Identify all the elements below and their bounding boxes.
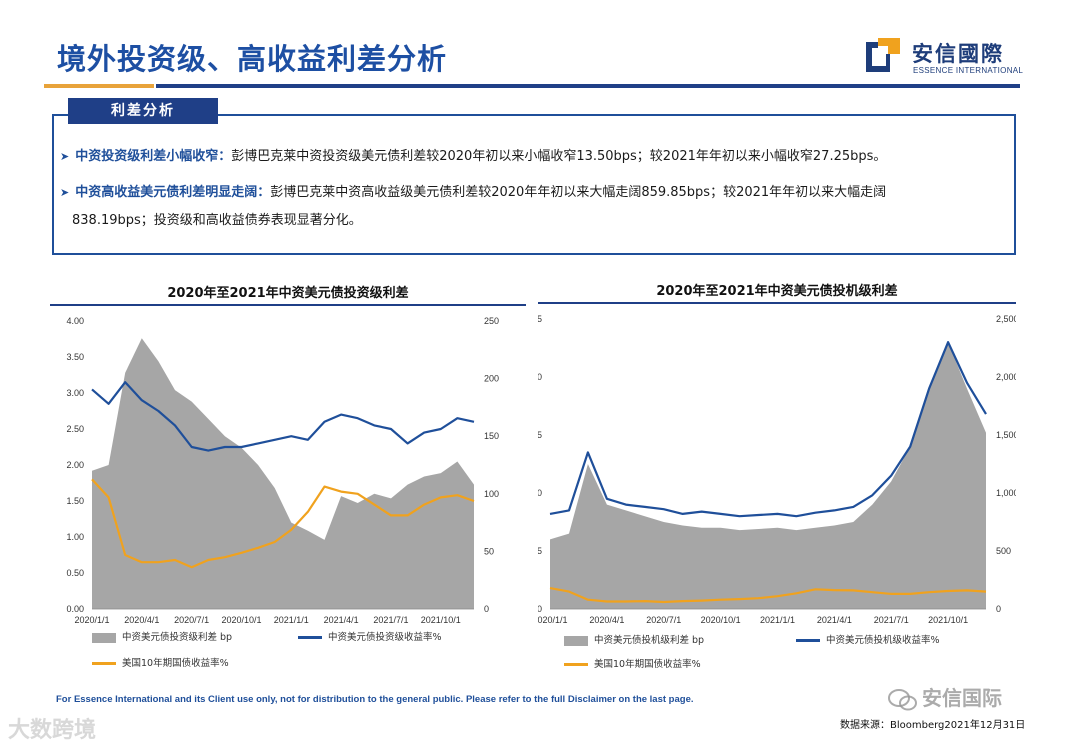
analysis-box: [52, 114, 1016, 255]
x-tick-label: 2021/10/1: [928, 615, 968, 625]
bullet-text: 彭博巴克莱中资投资级美元债利差较2020年初以来小幅收窄13.50bps；较20…: [231, 149, 887, 164]
legend-item-treasury: 美国10年期国债收益率%: [92, 655, 229, 669]
y-left-tick-label: 4.00: [66, 316, 84, 326]
header-divider-main: [156, 84, 1020, 88]
chart-title-rule: [50, 304, 526, 306]
legend-swatch-area: [92, 632, 116, 643]
y-left-tick-label: 3.00: [66, 388, 84, 398]
legend-item-yield: 中资美元债投机级收益率%: [796, 632, 940, 646]
y-left-tick-label: 5: [538, 546, 542, 556]
legend-item-spread: 中资美元债投机级利差 bp: [564, 632, 704, 646]
series-area-spread: [550, 342, 986, 609]
watermark-right: 安信国际: [888, 682, 1002, 712]
y-left-tick-label: 2.50: [66, 424, 84, 434]
disclaimer-text: For Essence International and its Client…: [56, 694, 694, 705]
bullet-text: 彭博巴克莱中资高收益级美元债利差较2020年年初以来大幅走阔859.85bps；…: [270, 185, 887, 200]
logo-mark-icon: [866, 38, 900, 72]
watermark-right-text: 安信国际: [922, 686, 1002, 710]
x-tick-label: 2020/1/1: [74, 615, 109, 625]
x-tick-label: 2021/7/1: [874, 615, 909, 625]
x-tick-label: 2021/4/1: [817, 615, 852, 625]
x-tick-label: 2021/7/1: [373, 615, 408, 625]
x-tick-label: 2020/7/1: [174, 615, 209, 625]
chart-high-yield: 2020年至2021年中资美元债投机级利差 25 20 15 10 5 0 2,500 2,0…: [538, 272, 1016, 672]
y-right-tick-label: 200: [484, 374, 499, 384]
arrow-bullet-icon: ➤: [60, 150, 70, 163]
legend-item-treasury: 美国10年期国债收益率%: [564, 656, 701, 670]
chart-title: 2020年至2021年中资美元债投机级利差: [656, 284, 898, 299]
y-left-tick-label: 0.00: [66, 604, 84, 614]
x-tick-label: 2021/1/1: [274, 615, 309, 625]
y-right-tick-label: 0: [484, 604, 489, 614]
chart-title-rule: [538, 302, 1016, 304]
y-right-tick-label: 150: [484, 431, 499, 441]
watermark-left: 大数跨境: [8, 718, 97, 743]
logo-chinese-name: 安信國際: [912, 42, 1004, 66]
bullet-text-continued: 838.19bps；投资级和高收益债券表现显著分化。: [72, 213, 362, 228]
y-right-tick-label: 2,500: [996, 314, 1016, 324]
legend-swatch-line: [564, 663, 588, 666]
y-left-tick-label: 15: [538, 430, 542, 440]
series-area-spread: [92, 338, 474, 609]
y-left-tick-label: 3.50: [66, 352, 84, 362]
x-tick-label: 2020/10/1: [221, 615, 261, 625]
chart-plot: 4.00 3.50 3.00 2.50 2.00 1.50 1.00 0.50 0.00 250 2…: [66, 316, 499, 625]
analysis-tab-label: 利差分析: [68, 98, 218, 124]
chart-investment-grade: 2020年至2021年中资美元债投资级利差 4.00 3.50 3.00 2.50 2.…: [50, 272, 526, 672]
y-right-tick-label: 100: [484, 489, 499, 499]
y-left-tick-label: 20: [538, 372, 542, 382]
x-tick-label: 2021/4/1: [324, 615, 359, 625]
header-divider-accent: [44, 84, 154, 88]
legend-swatch-line: [796, 639, 820, 642]
analysis-bullet-1: ➤ 中资投资级利差小幅收窄：彭博巴克莱中资投资级美元债利差较2020年初以来小幅收…: [60, 143, 1005, 171]
bullet-lead: 中资投资级利差小幅收窄：: [75, 149, 232, 164]
y-right-tick-label: 250: [484, 316, 499, 326]
bullet-lead: 中资高收益美元债利差明显走阔：: [75, 185, 271, 200]
y-right-tick-label: 1,500: [996, 430, 1016, 440]
legend-swatch-area: [564, 635, 588, 646]
y-left-tick-label: 0.50: [66, 568, 84, 578]
data-source: 数据来源：Bloomberg2021年12月31日: [840, 720, 1026, 731]
company-logo: 安信國際 ESSENCE INTERNATIONAL: [866, 38, 1026, 76]
legend-item-yield: 中资美元债投资级收益率%: [298, 629, 442, 643]
y-left-tick-label: 25: [538, 314, 542, 324]
legend-item-spread: 中资美元债投资级利差 bp: [92, 629, 232, 643]
y-left-tick-label: 10: [538, 488, 542, 498]
x-tick-label: 2020/4/1: [589, 615, 624, 625]
x-tick-label: 2020/10/1: [701, 615, 741, 625]
x-tick-label: 2020/1/1: [538, 615, 568, 625]
y-left-tick-label: 2.00: [66, 460, 84, 470]
y-right-tick-label: 500: [996, 546, 1011, 556]
series-line-yield: [91, 381, 475, 452]
header-divider: [44, 84, 1020, 88]
analysis-bullet-2: ➤ 中资高收益美元债利差明显走阔：彭博巴克莱中资高收益级美元债利差较2020年年初…: [60, 179, 1005, 207]
chart-plot: 25201510502,5002,0001,5001,00050002020/1…: [538, 314, 1016, 625]
x-tick-label: 2020/4/1: [124, 615, 159, 625]
series-line-treasury: [549, 587, 987, 604]
wechat-icon: [888, 688, 917, 710]
legend-swatch-line: [298, 636, 322, 639]
y-left-tick-label: 1.50: [66, 496, 84, 506]
chart-title: 2020年至2021年中资美元债投资级利差: [167, 286, 409, 301]
y-right-tick-label: 1,000: [996, 488, 1016, 498]
y-right-tick-label: 2,000: [996, 372, 1016, 382]
y-right-tick-label: 0: [996, 604, 1001, 614]
y-right-tick-label: 50: [484, 546, 494, 556]
logo-english-name: ESSENCE INTERNATIONAL: [913, 66, 1024, 75]
arrow-bullet-icon: ➤: [60, 186, 70, 199]
x-tick-label: 2021/10/1: [421, 615, 461, 625]
x-tick-label: 2021/1/1: [760, 615, 795, 625]
x-tick-label: 2020/7/1: [646, 615, 681, 625]
y-left-tick-label: 0: [538, 604, 542, 614]
y-left-tick-label: 1.00: [66, 532, 84, 542]
series-line-yield: [549, 341, 987, 518]
legend-swatch-line: [92, 662, 116, 665]
page-title: 境外投资级、高收益利差分析: [57, 42, 448, 76]
series-line-treasury: [91, 478, 475, 569]
